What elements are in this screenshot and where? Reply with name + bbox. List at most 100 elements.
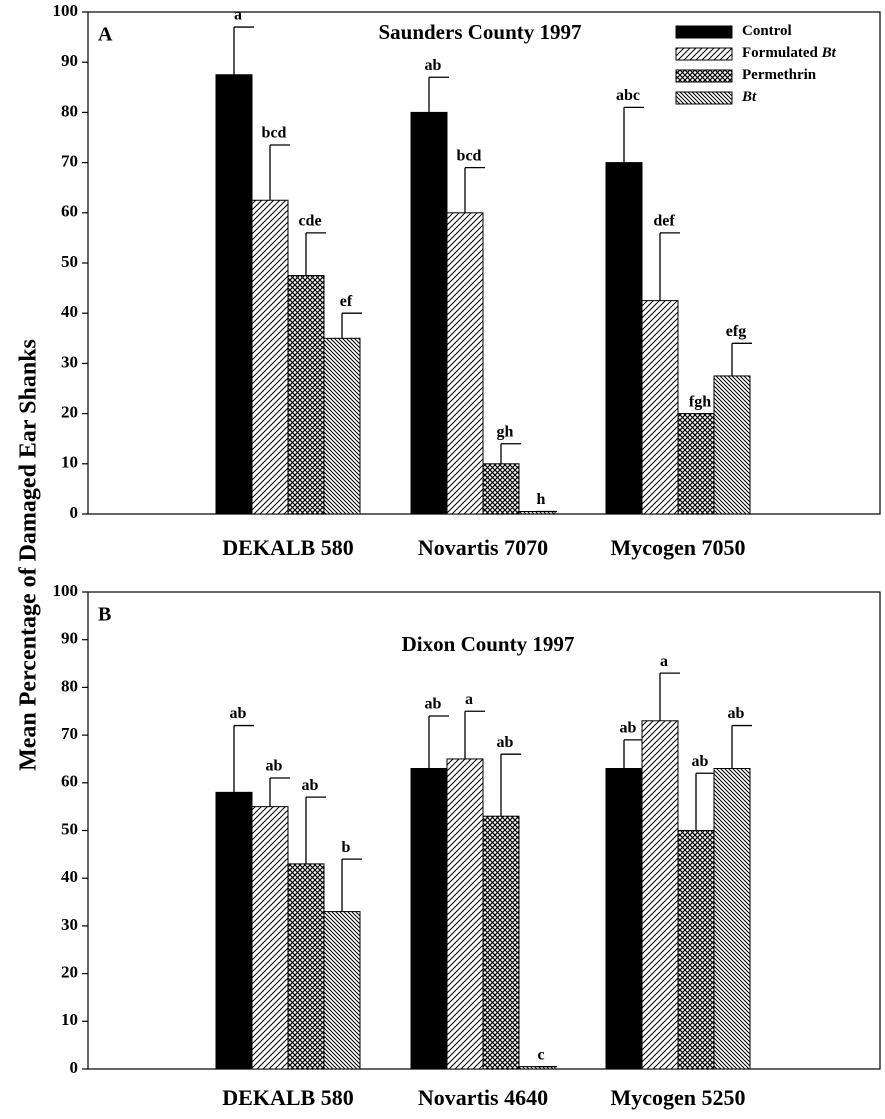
bar: [605, 767, 643, 1070]
error-bar: [341, 312, 362, 339]
error-bar: [659, 232, 680, 301]
significance-letter: a: [465, 691, 473, 708]
y-tick-label: 100: [53, 1, 79, 20]
error-bar: [659, 672, 680, 721]
y-tick-label: 90: [61, 629, 78, 648]
bar: [713, 375, 751, 515]
error-bar: [269, 144, 290, 201]
x-tick-label: DEKALB 580: [222, 1085, 353, 1110]
y-tick-label: 10: [61, 1010, 78, 1029]
bar: [641, 720, 679, 1070]
y-tick-label: 70: [61, 152, 78, 171]
legend-swatch: [675, 69, 733, 83]
chart-title: Dixon County 1997: [402, 632, 575, 656]
y-tick-label: 100: [53, 581, 79, 600]
bar: [215, 74, 253, 515]
y-tick-label: 0: [70, 1058, 79, 1077]
significance-letter: abc: [616, 87, 640, 104]
chart-title: Saunders County 1997: [378, 20, 581, 44]
significance-letter: ab: [425, 57, 442, 74]
bar: [323, 337, 361, 515]
panel-label: B: [98, 604, 111, 626]
bar: [287, 275, 325, 515]
bar: [215, 791, 253, 1070]
error-bar: [464, 166, 485, 213]
plot-frame: [87, 11, 881, 515]
bar: [323, 911, 361, 1070]
significance-letter: h: [537, 491, 546, 508]
significance-letter: bcd: [457, 147, 482, 164]
legend-label: Control: [742, 23, 792, 39]
error-bar: [500, 443, 521, 464]
y-tick-label: 60: [61, 772, 78, 791]
error-bar: [233, 724, 254, 793]
y-tick-label: 20: [61, 963, 78, 982]
significance-letter: gh: [497, 423, 514, 440]
error-bar: [269, 777, 290, 807]
significance-letter: def: [653, 213, 675, 230]
error-bar: [500, 753, 521, 817]
bar: [713, 767, 751, 1070]
y-tick-label: 90: [61, 51, 78, 70]
significance-letter: bcd: [262, 125, 287, 142]
error-bar: [233, 26, 254, 75]
significance-letter: a: [234, 7, 242, 24]
bar: [251, 199, 289, 515]
bar: [410, 111, 448, 515]
x-tick-label: DEKALB 580: [222, 535, 353, 560]
error-bar: [428, 715, 449, 769]
y-tick-label: 10: [61, 453, 78, 472]
legend-swatch: [675, 91, 733, 105]
significance-letter: ab: [497, 734, 514, 751]
error-bar: [731, 342, 752, 376]
significance-letter: ab: [728, 705, 745, 722]
x-tick-label: Mycogen 7050: [610, 535, 745, 560]
y-tick-label: 50: [61, 252, 78, 271]
error-bar: [695, 772, 716, 831]
significance-letter: ab: [302, 777, 319, 794]
error-bar: [623, 739, 644, 769]
significance-letter: b: [342, 839, 351, 856]
significance-letter: cde: [298, 213, 321, 230]
bar: [446, 212, 484, 515]
significance-letter: ab: [230, 705, 247, 722]
y-axis-label: Mean Percentage of Damaged Ear Shanks: [16, 339, 42, 771]
legend-label: Bt: [741, 89, 757, 105]
bar: [287, 863, 325, 1070]
error-bar: [428, 76, 449, 113]
significance-letter: fgh: [689, 393, 711, 410]
y-tick-label: 40: [61, 302, 78, 321]
error-bar: [731, 724, 752, 769]
panel-label: A: [98, 24, 113, 46]
y-tick-label: 30: [61, 915, 78, 934]
y-tick-label: 70: [61, 724, 78, 743]
significance-letter: ab: [692, 753, 709, 770]
bar: [482, 463, 520, 515]
significance-letter: ab: [266, 758, 283, 775]
x-tick-label: Novartis 4640: [418, 1085, 548, 1110]
bar: [251, 806, 289, 1070]
bar: [605, 162, 643, 515]
error-bar: [464, 710, 485, 759]
error-bar: [623, 106, 644, 163]
y-tick-label: 20: [61, 403, 78, 422]
significance-letter: a: [660, 653, 668, 670]
y-tick-label: 80: [61, 101, 78, 120]
significance-letter: ab: [620, 720, 637, 737]
significance-letter: c: [537, 1046, 544, 1063]
significance-letter: ef: [340, 293, 353, 310]
y-tick-label: 60: [61, 202, 78, 221]
significance-letter: ab: [425, 696, 442, 713]
x-tick-label: Novartis 7070: [418, 535, 548, 560]
bar: [677, 830, 715, 1070]
error-bar: [305, 796, 326, 864]
bar: [641, 300, 679, 515]
legend-label: Permethrin: [742, 67, 817, 83]
bar: [482, 815, 520, 1070]
legend-label: Formulated Bt: [742, 45, 837, 61]
significance-letter: efg: [726, 323, 746, 340]
y-tick-label: 0: [70, 503, 79, 522]
y-tick-label: 40: [61, 867, 78, 886]
bar: [677, 413, 715, 515]
